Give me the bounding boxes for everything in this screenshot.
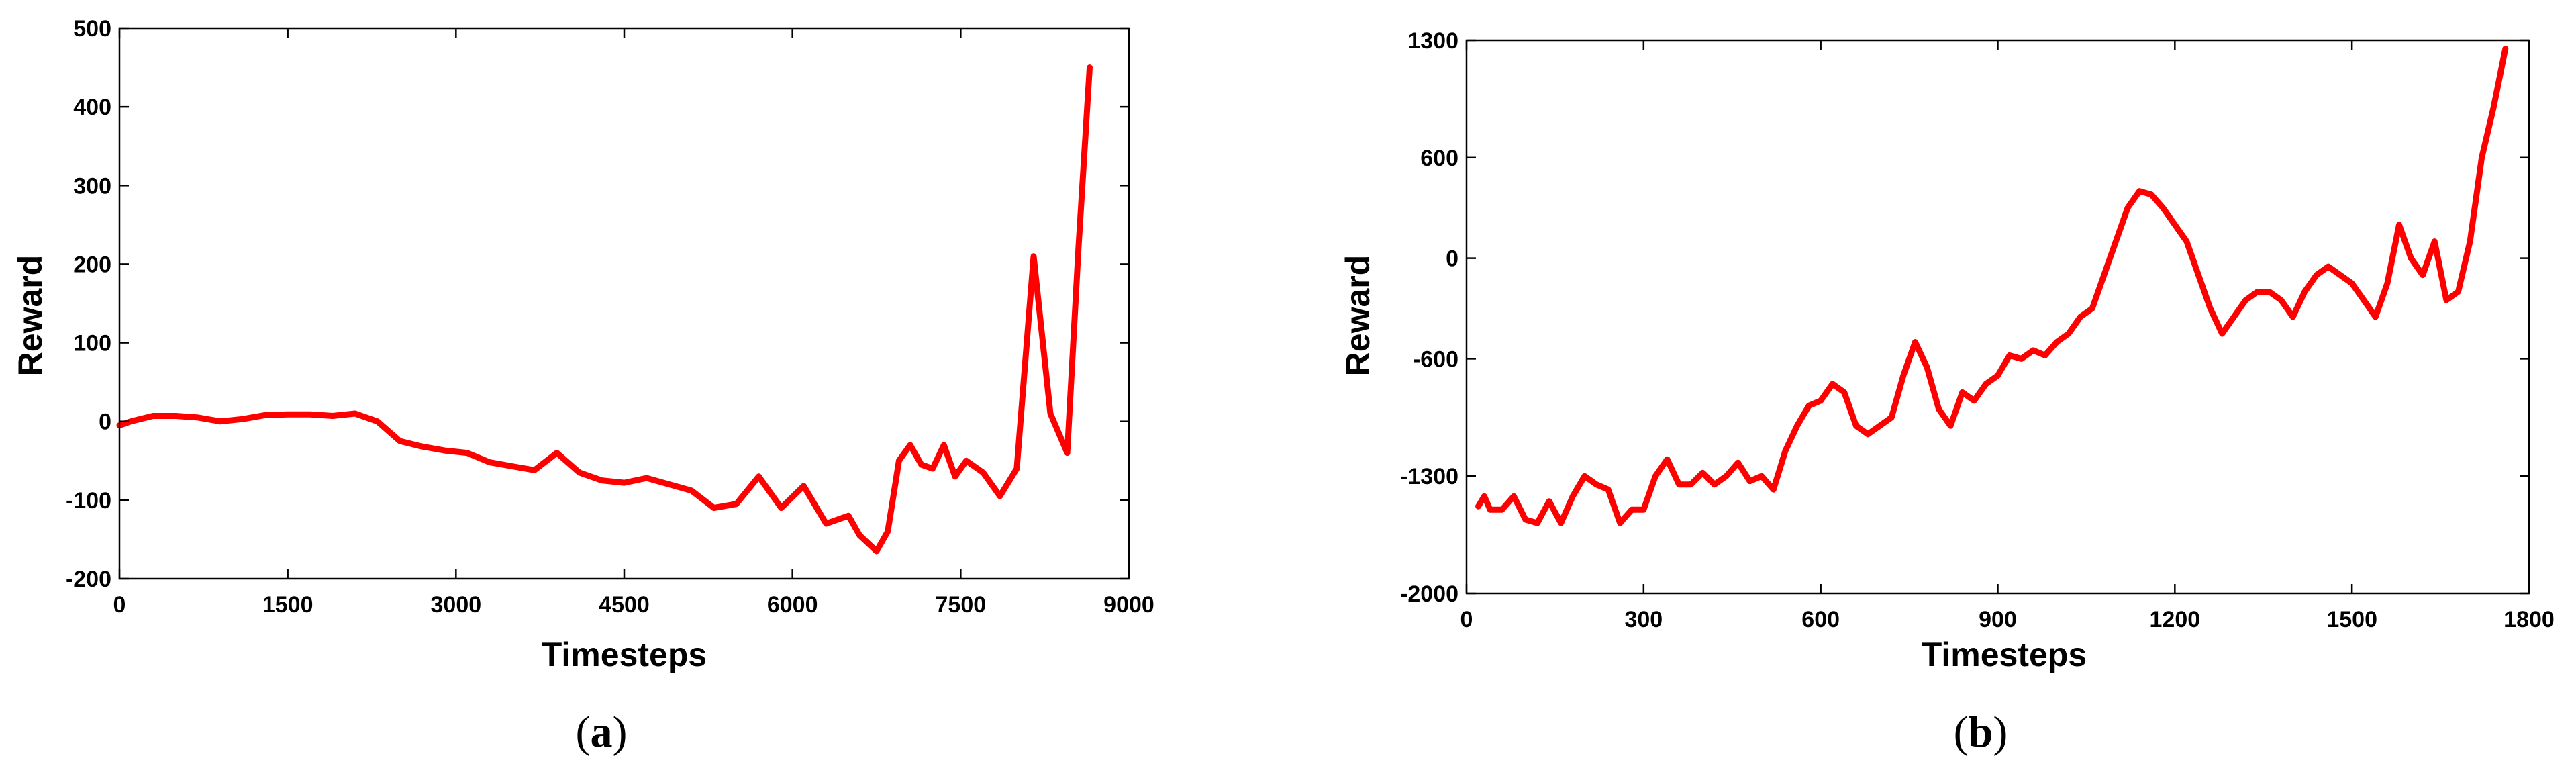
- y-tick-label: -200: [66, 567, 111, 592]
- x-tick-label: 3000: [431, 592, 482, 618]
- x-tick-label: 900: [1979, 607, 2017, 632]
- y-tick-label: 400: [73, 95, 111, 120]
- y-tick-label: 100: [73, 331, 111, 356]
- y-tick-label: -2000: [1400, 581, 1458, 607]
- x-tick-label: 1500: [2326, 607, 2377, 632]
- x-tick-label: 4500: [599, 592, 650, 618]
- x-tick-label: 9000: [1103, 592, 1154, 618]
- y-axis-label: Reward: [11, 255, 49, 377]
- y-tick-label: 200: [73, 252, 111, 277]
- chart-panel-b: Reward Timesteps (b) 0 300 600 900 1200 1500 1…: [1339, 28, 2555, 757]
- panel-label: (a): [576, 708, 628, 757]
- x-tick-label: 7500: [936, 592, 987, 618]
- y-tick-label: 1300: [1407, 28, 1458, 54]
- y-tick-label: 0: [99, 410, 111, 435]
- x-tick-label: 1500: [262, 592, 313, 618]
- x-tick-label: 6000: [767, 592, 818, 618]
- panel-label-letter: b: [1969, 708, 1993, 757]
- chart-panel-a: Reward Timesteps (a) 0 1500 3000 4500 6000 75…: [11, 16, 1154, 757]
- plot-frame: [1465, 39, 2530, 595]
- y-tick-label: 600: [1420, 146, 1458, 171]
- y-tick-label: 300: [73, 173, 111, 199]
- x-axis-label: Timesteps: [542, 636, 707, 673]
- y-tick-label: -100: [66, 488, 111, 514]
- x-tick-label: 600: [1801, 607, 1840, 632]
- y-tick-label: -600: [1413, 346, 1458, 372]
- y-tick-label: -1300: [1400, 464, 1458, 489]
- series-line-0: [116, 64, 1093, 555]
- y-axis-label: Reward: [1339, 255, 1377, 377]
- plot-frame: [118, 27, 1130, 580]
- series-line-0: [1475, 46, 2509, 526]
- panel-label-letter: a: [591, 708, 613, 757]
- x-tick-label: 0: [113, 592, 126, 618]
- panel-label: (b): [1954, 708, 2008, 757]
- x-axis-label: Timesteps: [1922, 636, 2087, 673]
- y-tick-label: 0: [1446, 246, 1458, 272]
- x-tick-label: 0: [1460, 607, 1473, 632]
- x-tick-label: 1200: [2150, 607, 2201, 632]
- x-tick-label: 300: [1624, 607, 1663, 632]
- y-tick-label: 500: [73, 16, 111, 42]
- x-tick-label: 1800: [2504, 607, 2555, 632]
